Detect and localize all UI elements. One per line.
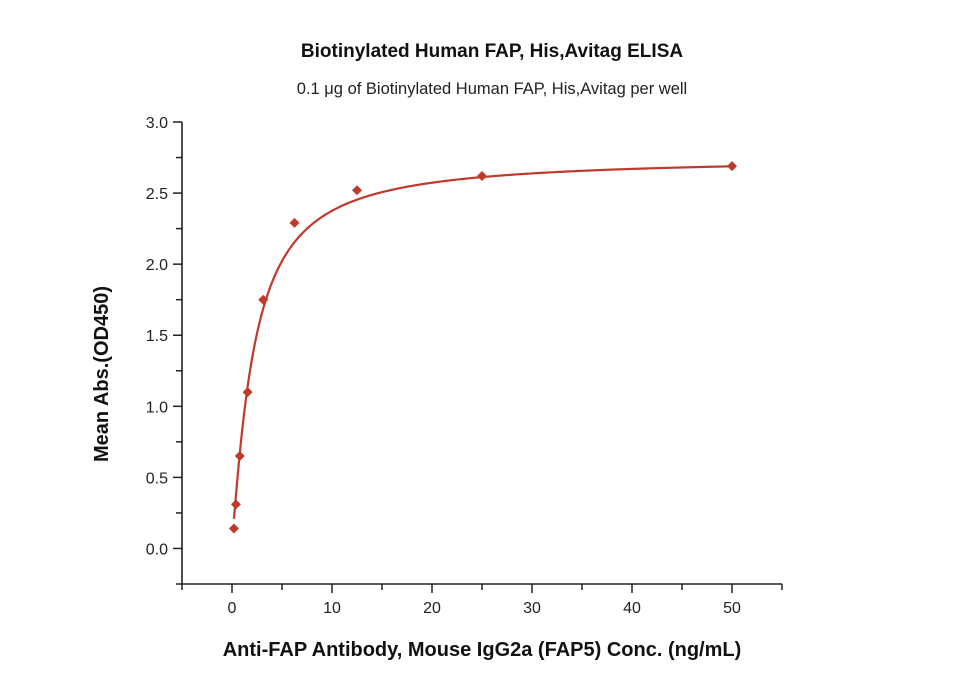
chart-subtitle: 0.1 μg of Biotinylated Human FAP, His,Av… [297,80,687,98]
x-tick-label: 20 [423,600,441,617]
data-point-diamond [258,294,269,305]
axes [181,122,782,585]
data-point-diamond [242,387,253,398]
y-tick-label: 2.0 [146,257,168,274]
x-tick-label: 40 [623,600,641,617]
y-axis-label: Mean Abs.(OD450) [91,286,113,462]
x-tick-label: 50 [723,600,741,617]
data-points [228,161,737,534]
data-point-diamond [228,523,239,534]
data-point-diamond [230,499,241,510]
data-point-diamond [352,185,362,196]
x-axis-label: Anti-FAP Antibody, Mouse IgG2a (FAP5) Co… [223,639,742,661]
y-tick-label: 1.5 [146,328,168,345]
data-point-diamond [477,171,487,182]
y-tick-label: 0.5 [146,470,168,487]
ticks: 0 10 20 30 40 50 0.0 0.5 1.0 1.5 2.0 2.5 3.0 [146,115,783,617]
fit-curve [232,165,733,519]
fit-curve-group [232,165,733,519]
x-tick-label: 0 [228,600,237,617]
x-tick-label: 10 [323,600,341,617]
data-point-diamond [289,217,300,228]
chart-title: Biotinylated Human FAP, His,Avitag ELISA [301,41,683,62]
y-tick-label: 1.0 [146,399,168,416]
y-tick-label: 0.0 [146,541,168,558]
data-point-diamond [727,161,737,172]
y-tick-label: 3.0 [146,115,168,132]
x-tick-label: 30 [523,600,541,617]
y-tick-label: 2.5 [146,186,168,203]
data-point-diamond [234,451,245,462]
